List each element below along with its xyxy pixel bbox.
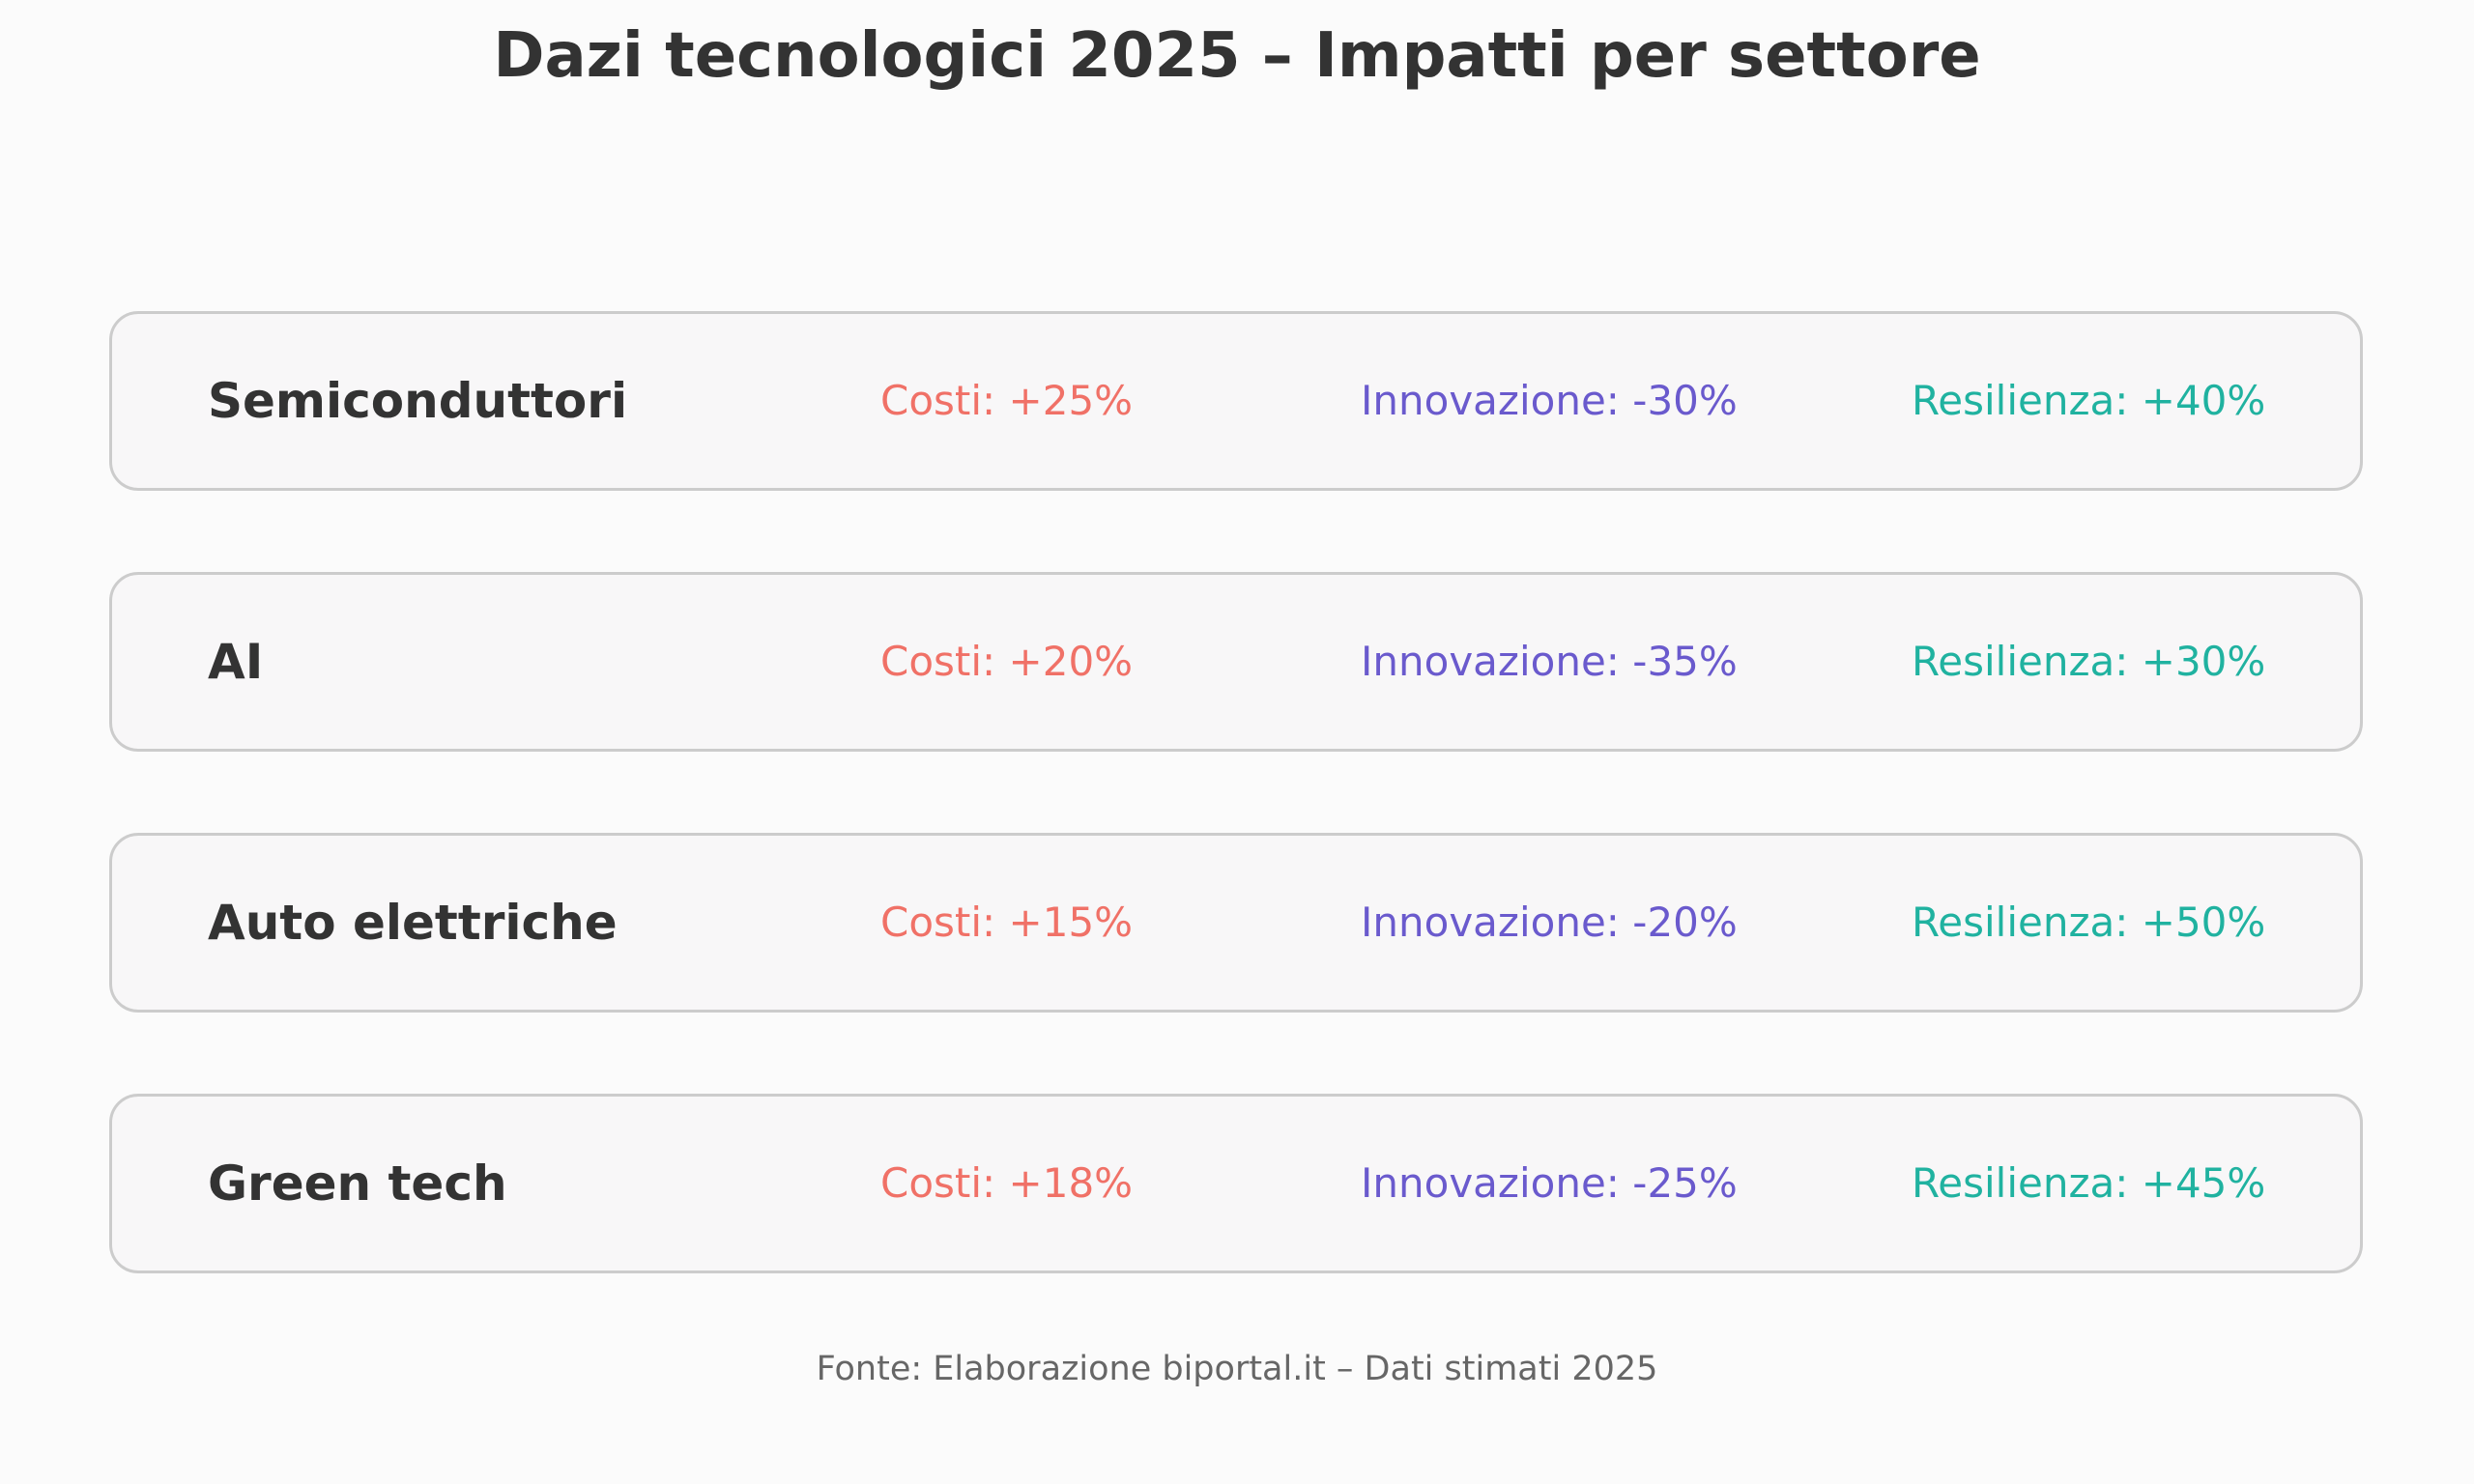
costi-value: Costi: +20%	[880, 638, 1134, 685]
sector-name: Semiconduttori	[208, 373, 628, 429]
sector-name: Auto elettriche	[208, 895, 618, 951]
chart-title: Dazi tecnologici 2025 – Impatti per sett…	[493, 20, 1981, 92]
resilienza-value: Resilienza: +40%	[1912, 377, 2266, 424]
innovazione-value: Innovazione: -25%	[1361, 1159, 1738, 1207]
sector-name: Green tech	[208, 1156, 507, 1212]
costi-value: Costi: +25%	[880, 377, 1134, 424]
sector-card-semiconduttori: Semiconduttori Costi: +25% Innovazione: …	[109, 311, 2363, 491]
resilienza-value: Resilienza: +30%	[1912, 638, 2266, 685]
sector-card-green-tech: Green tech Costi: +18% Innovazione: -25%…	[109, 1094, 2363, 1273]
innovazione-value: Innovazione: -20%	[1361, 899, 1738, 946]
resilienza-value: Resilienza: +45%	[1912, 1159, 2266, 1207]
costi-value: Costi: +18%	[880, 1159, 1134, 1207]
innovazione-value: Innovazione: -30%	[1361, 377, 1738, 424]
resilienza-value: Resilienza: +50%	[1912, 899, 2266, 946]
sector-card-ai: AI Costi: +20% Innovazione: -35% Resilie…	[109, 572, 2363, 752]
sector-card-auto-elettriche: Auto elettriche Costi: +15% Innovazione:…	[109, 833, 2363, 1013]
costi-value: Costi: +15%	[880, 899, 1134, 946]
source-note: Fonte: Elaborazione biportal.it – Dati s…	[816, 1350, 1658, 1388]
innovazione-value: Innovazione: -35%	[1361, 638, 1738, 685]
sector-name: AI	[208, 634, 264, 690]
